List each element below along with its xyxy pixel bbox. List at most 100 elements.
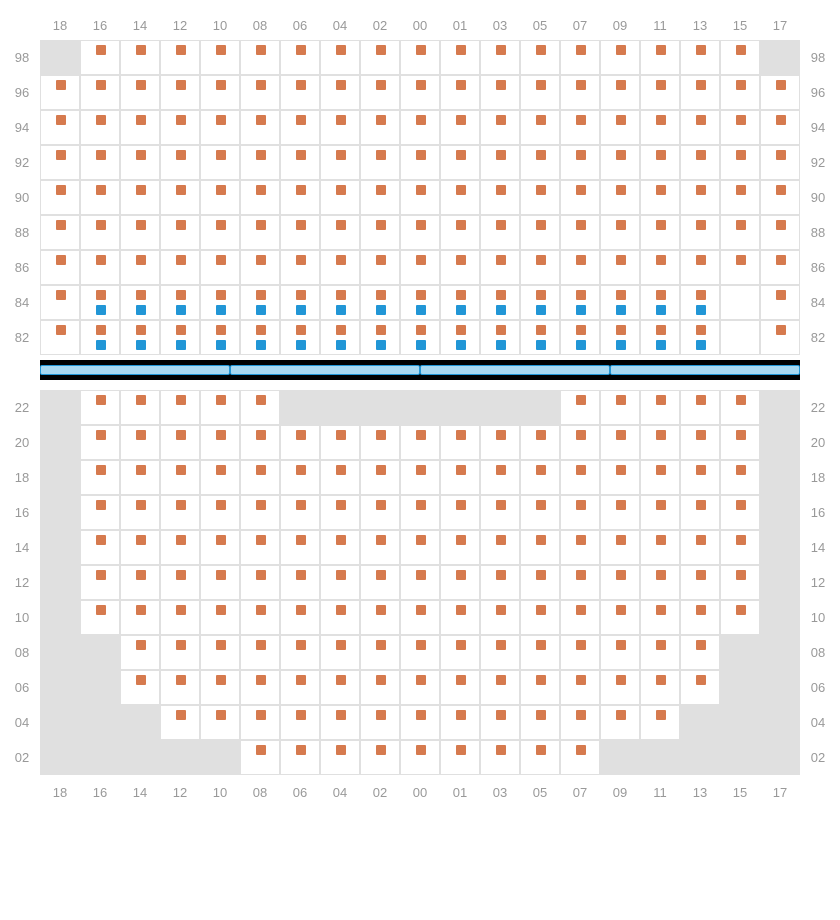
seat-cell[interactable] (80, 145, 120, 180)
seat-cell[interactable] (480, 145, 520, 180)
seat-cell[interactable] (280, 180, 320, 215)
seat-cell[interactable] (720, 425, 760, 460)
seat-cell[interactable] (320, 145, 360, 180)
seat-cell[interactable] (320, 565, 360, 600)
seat-cell[interactable] (720, 600, 760, 635)
seat-cell[interactable] (600, 75, 640, 110)
seat-cell[interactable] (640, 320, 680, 355)
seat-cell[interactable] (80, 600, 120, 635)
seat-cell[interactable] (400, 180, 440, 215)
seat-cell[interactable] (360, 250, 400, 285)
seat-cell[interactable] (360, 75, 400, 110)
seat-cell[interactable] (560, 600, 600, 635)
seat-cell[interactable] (720, 565, 760, 600)
seat-cell[interactable] (400, 565, 440, 600)
seat-cell[interactable] (360, 740, 400, 775)
seat-cell[interactable] (200, 180, 240, 215)
seat-cell[interactable] (440, 670, 480, 705)
seat-cell[interactable] (120, 530, 160, 565)
seat-cell[interactable] (440, 145, 480, 180)
seat-cell[interactable] (680, 145, 720, 180)
seat-cell[interactable] (680, 530, 720, 565)
seat-cell[interactable] (600, 110, 640, 145)
seat-cell[interactable] (520, 495, 560, 530)
seat-cell[interactable] (760, 180, 800, 215)
seat-cell[interactable] (320, 75, 360, 110)
seat-cell[interactable] (720, 250, 760, 285)
seat-cell[interactable] (200, 320, 240, 355)
seat-cell[interactable] (400, 320, 440, 355)
seat-cell[interactable] (600, 145, 640, 180)
seat-cell[interactable] (120, 180, 160, 215)
seat-cell[interactable] (480, 635, 520, 670)
seat-cell[interactable] (680, 320, 720, 355)
seat-cell[interactable] (600, 635, 640, 670)
seat-cell[interactable] (640, 705, 680, 740)
seat-cell[interactable] (480, 460, 520, 495)
seat-cell[interactable] (80, 110, 120, 145)
seat-cell[interactable] (240, 635, 280, 670)
seat-cell[interactable] (480, 600, 520, 635)
seat-cell[interactable] (320, 110, 360, 145)
seat-cell[interactable] (360, 320, 400, 355)
seat-cell[interactable] (280, 285, 320, 320)
seat-cell[interactable] (760, 215, 800, 250)
seat-cell[interactable] (680, 670, 720, 705)
seat-cell[interactable] (400, 215, 440, 250)
seat-cell[interactable] (280, 635, 320, 670)
seat-cell[interactable] (120, 390, 160, 425)
seat-cell[interactable] (80, 565, 120, 600)
seat-cell[interactable] (560, 110, 600, 145)
seat-cell[interactable] (360, 425, 400, 460)
seat-cell[interactable] (80, 425, 120, 460)
seat-cell[interactable] (480, 495, 520, 530)
seat-cell[interactable] (480, 110, 520, 145)
seat-cell[interactable] (520, 425, 560, 460)
seat-cell[interactable] (560, 460, 600, 495)
seat-cell[interactable] (480, 740, 520, 775)
seat-cell[interactable] (160, 75, 200, 110)
seat-cell[interactable] (160, 425, 200, 460)
seat-cell[interactable] (680, 250, 720, 285)
seat-cell[interactable] (280, 460, 320, 495)
seat-cell[interactable] (760, 75, 800, 110)
seat-cell[interactable] (600, 215, 640, 250)
seat-cell[interactable] (440, 635, 480, 670)
seat-cell[interactable] (520, 215, 560, 250)
seat-cell[interactable] (560, 635, 600, 670)
seat-cell[interactable] (80, 530, 120, 565)
seat-cell[interactable] (400, 530, 440, 565)
seat-cell[interactable] (160, 285, 200, 320)
seat-cell[interactable] (600, 495, 640, 530)
seat-cell[interactable] (760, 250, 800, 285)
seat-cell[interactable] (200, 460, 240, 495)
seat-cell[interactable] (440, 320, 480, 355)
seat-cell[interactable] (400, 75, 440, 110)
seat-cell[interactable] (320, 600, 360, 635)
seat-cell[interactable] (680, 180, 720, 215)
seat-cell[interactable] (320, 740, 360, 775)
seat-cell[interactable] (480, 215, 520, 250)
seat-cell[interactable] (680, 600, 720, 635)
seat-cell[interactable] (200, 390, 240, 425)
seat-cell[interactable] (400, 670, 440, 705)
seat-cell[interactable] (120, 145, 160, 180)
seat-cell[interactable] (160, 40, 200, 75)
seat-cell[interactable] (240, 110, 280, 145)
seat-cell[interactable] (520, 145, 560, 180)
seat-cell[interactable] (160, 670, 200, 705)
seat-cell[interactable] (560, 145, 600, 180)
seat-cell[interactable] (520, 180, 560, 215)
seat-cell[interactable] (120, 250, 160, 285)
seat-cell[interactable] (480, 530, 520, 565)
seat-cell[interactable] (680, 285, 720, 320)
seat-cell[interactable] (80, 460, 120, 495)
seat-cell[interactable] (240, 460, 280, 495)
seat-cell[interactable] (160, 390, 200, 425)
seat-cell[interactable] (720, 110, 760, 145)
seat-cell[interactable] (640, 250, 680, 285)
seat-cell[interactable] (40, 285, 80, 320)
seat-cell[interactable] (240, 495, 280, 530)
seat-cell[interactable] (160, 110, 200, 145)
seat-cell[interactable] (480, 75, 520, 110)
